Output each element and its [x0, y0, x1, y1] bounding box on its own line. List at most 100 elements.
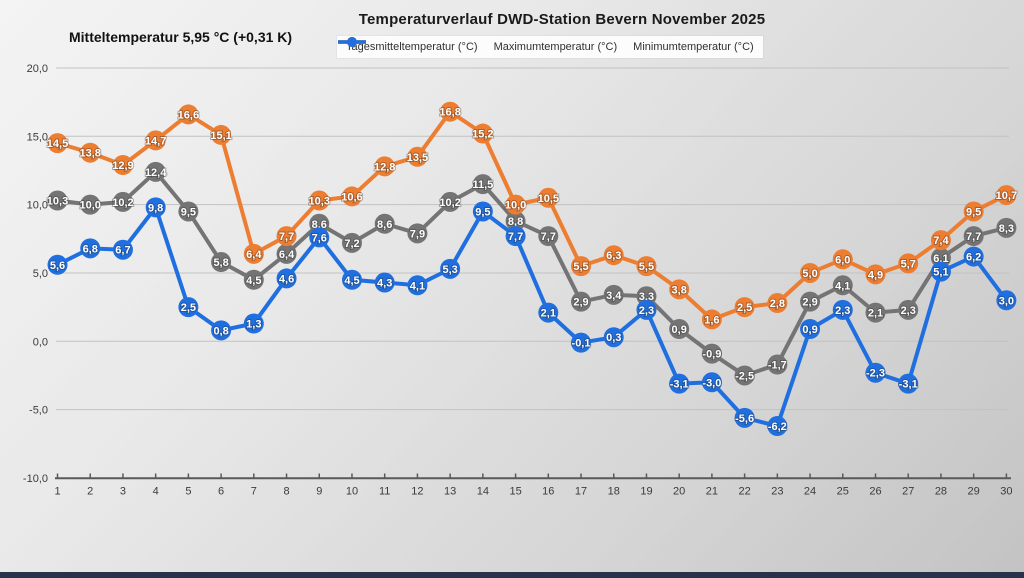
- data-point-label: 0,3: [606, 332, 621, 344]
- data-point: [374, 213, 395, 234]
- data-point: [963, 226, 984, 247]
- mean-temperature-annotation: Mitteltemperatur 5,95 °C (+0,31 K): [69, 29, 293, 45]
- y-axis-label: -10,0: [23, 473, 48, 485]
- data-point-label: 0,8: [213, 325, 228, 337]
- data-point: [701, 372, 722, 393]
- data-point: [505, 211, 526, 232]
- y-axis-label: 15,0: [27, 131, 48, 143]
- data-point: [407, 223, 428, 244]
- data-point-label: 5,1: [933, 267, 948, 279]
- data-point: [571, 256, 592, 277]
- data-point: [865, 302, 886, 323]
- data-point: [832, 299, 853, 320]
- data-point: [996, 290, 1017, 311]
- data-point-label: 6,7: [115, 245, 130, 257]
- data-point: [669, 318, 690, 339]
- data-point-label: 4,1: [835, 280, 850, 292]
- data-point: [669, 373, 690, 394]
- data-point-label: 9,5: [966, 206, 981, 218]
- y-axis-label: -5,0: [29, 405, 48, 417]
- data-point-label: 7,7: [541, 231, 556, 243]
- data-point: [407, 275, 428, 296]
- data-point: [930, 230, 951, 251]
- series-line-min: [55, 205, 1009, 429]
- data-point-label: 5,7: [901, 258, 916, 270]
- data-point-label: 10,7: [996, 190, 1017, 202]
- data-point: [145, 197, 166, 218]
- data-point-label: -2,3: [866, 368, 885, 380]
- data-point: [178, 297, 199, 318]
- data-point-label: 7,7: [966, 231, 981, 243]
- data-point: [341, 232, 362, 253]
- data-point-label: 12,9: [112, 160, 133, 172]
- data-point-label: 7,6: [312, 232, 327, 244]
- y-axis-label: 20,0: [27, 63, 48, 75]
- data-point-label: 6,4: [246, 249, 262, 261]
- data-point: [767, 416, 788, 437]
- data-point: [800, 291, 821, 312]
- data-point: [472, 201, 493, 222]
- x-axis-label: 9: [316, 486, 322, 498]
- data-point-label: 8,3: [999, 223, 1014, 235]
- x-axis-label: 7: [251, 486, 257, 498]
- data-point: [930, 247, 951, 268]
- data-point: [341, 269, 362, 290]
- data-point: [636, 286, 657, 307]
- x-axis-label: 29: [968, 486, 980, 498]
- data-point-label: 7,2: [344, 238, 359, 250]
- data-point-label: 2,3: [901, 305, 916, 317]
- data-point: [211, 252, 232, 273]
- data-point: [47, 133, 68, 154]
- legend-item-min: Minimumtemperatur (°C): [338, 37, 754, 53]
- data-point-label: 6,2: [966, 252, 981, 264]
- data-point-label: 4,6: [279, 273, 294, 285]
- data-point-label: 1,6: [704, 314, 719, 326]
- data-point-label: 8,6: [312, 219, 327, 231]
- data-point: [538, 187, 559, 208]
- data-point: [374, 272, 395, 293]
- data-point: [800, 318, 821, 339]
- series-mean: 10,3 10,0 10,2 12,4 9,5 5,8 4,5 6,4 8,6 7,2 8,6 7,9…: [46, 161, 1017, 386]
- legend-label-max: Maximumtemperatur (°C): [493, 41, 618, 53]
- data-point-label: 10,3: [47, 196, 68, 208]
- data-point: [963, 246, 984, 267]
- x-axis-label: 15: [509, 486, 521, 498]
- data-point-label: 5,5: [639, 261, 654, 273]
- data-point-label: 6,0: [835, 254, 850, 266]
- chart-legend: Tagesmitteltemperatur (°C) Maximumtemper…: [337, 36, 763, 58]
- data-point-label: 6,8: [83, 243, 98, 255]
- x-axis-label: 28: [935, 486, 947, 498]
- data-point: [243, 243, 264, 264]
- x-axis-label: 19: [640, 486, 652, 498]
- data-point: [996, 217, 1017, 238]
- data-point-label: -3,1: [670, 379, 689, 391]
- data-point-label: 9,5: [475, 206, 490, 218]
- y-axis-label: 10,0: [27, 200, 48, 212]
- x-axis-label: 20: [673, 486, 685, 498]
- y-axis-label: 5,0: [33, 268, 48, 280]
- data-point: [865, 264, 886, 285]
- x-axis-label: 6: [218, 486, 224, 498]
- x-axis-label: 21: [706, 486, 718, 498]
- data-point-label: 5,3: [442, 264, 457, 276]
- x-axis-label: 24: [804, 486, 816, 498]
- data-point-label: -0,9: [702, 349, 721, 361]
- data-point: [767, 293, 788, 314]
- x-axis-label: 5: [185, 486, 191, 498]
- data-point-label: 10,6: [341, 191, 362, 203]
- data-point: [571, 332, 592, 353]
- data-point: [80, 194, 101, 215]
- legend-label-mean: Tagesmitteltemperatur (°C): [346, 41, 478, 53]
- data-point-label: 6,3: [606, 250, 621, 262]
- data-point-label: 15,2: [472, 129, 493, 141]
- data-point-label: 8,8: [508, 216, 523, 228]
- data-point: [701, 343, 722, 364]
- data-point-label: 7,7: [508, 231, 523, 243]
- y-axis-label: 0,0: [33, 336, 48, 348]
- chart-title: Temperaturverlauf DWD-Station Bevern Nov…: [358, 11, 766, 28]
- data-point-label: 0,9: [802, 324, 817, 336]
- data-point: [701, 309, 722, 330]
- data-point-label: 4,3: [377, 278, 392, 290]
- bottom-bar: [0, 572, 1024, 578]
- data-point-label: 3,3: [639, 291, 654, 303]
